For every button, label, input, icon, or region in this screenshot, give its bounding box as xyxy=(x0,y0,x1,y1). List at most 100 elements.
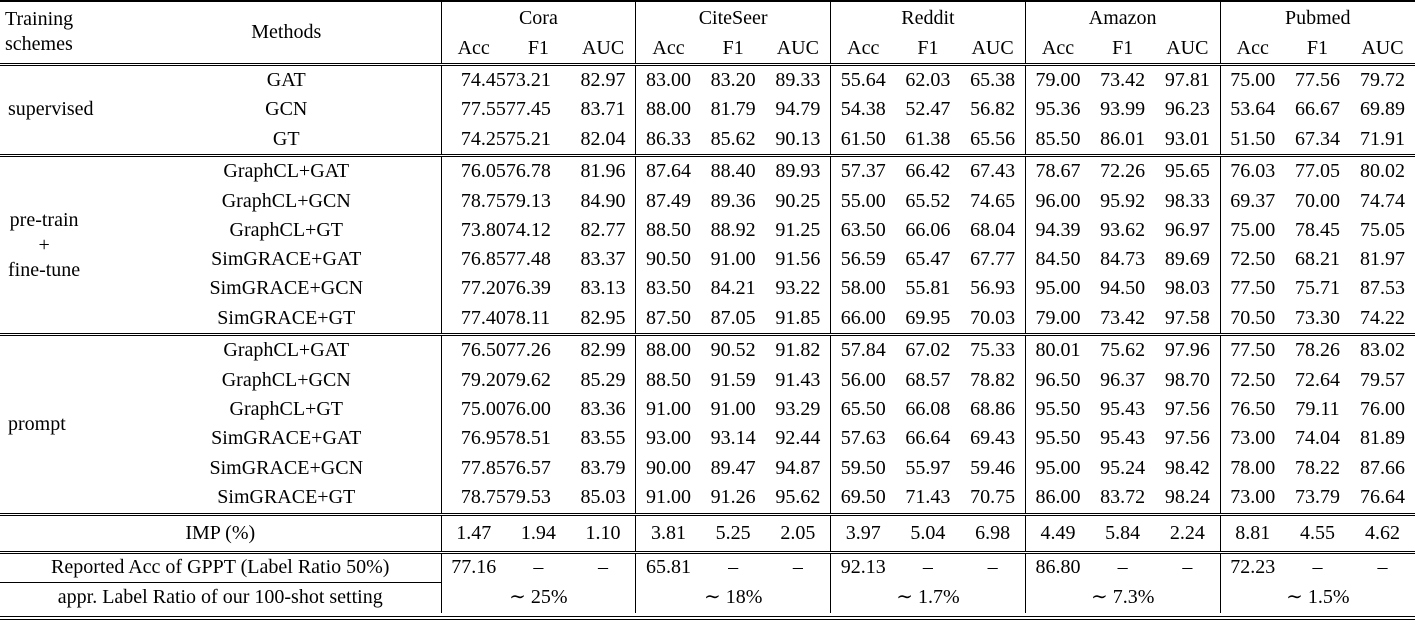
table-header-row: Training schemes Methods Cora CiteSeer Reddit… xyxy=(0,2,1415,55)
table-row: prompt GraphCL+GAT 76.50 77.26 82.99 88.00 90.… xyxy=(0,333,1415,514)
metric-value-cell: 73.42 xyxy=(1090,62,1156,96)
metric-value-cell: 83.37 xyxy=(580,248,626,271)
metric-value-cell: 91.82 xyxy=(765,333,831,366)
metric-value-cell: 85.50 xyxy=(1024,124,1091,156)
metric-value-cell: 79.57 xyxy=(1359,368,1405,391)
metric-value-cell: 74.22 xyxy=(1359,306,1405,329)
metric-value-cell: 77.55 xyxy=(440,95,506,125)
metric-value-cell: 74.65 xyxy=(970,189,1016,212)
metric-value-cell: 82.97 xyxy=(570,62,636,96)
metric-value-cell: 71.43 xyxy=(905,486,951,509)
metric-value-cell: 95.50 xyxy=(1024,424,1091,454)
metric-value-cell: 65.52 xyxy=(905,189,951,212)
metric-value-cell: 98.03 xyxy=(1164,277,1210,300)
metric-value-cell: 97.56 xyxy=(1164,427,1210,450)
metric-value-cell: 73.00 xyxy=(1219,482,1285,514)
metric-value-cell: 69.43 xyxy=(970,427,1016,450)
metric-value-cell: 83.00 xyxy=(635,62,701,96)
table-row: GraphCL+GT 73.80 74.12 82.77 88.50 88.92 91.25… xyxy=(0,215,1415,246)
metric-value-cell: 71.91 xyxy=(1359,127,1405,150)
metric-value-cell: 89.47 xyxy=(710,456,756,479)
metric-value-cell: 79.00 xyxy=(1024,303,1091,335)
metric-value-cell: 77.26 xyxy=(505,333,571,366)
metric-value-cell: 83.02 xyxy=(1349,333,1415,366)
table-row: SimGRACE+GT 77.40 78.11 82.95 87.50 87.05 91.8… xyxy=(0,303,1415,335)
metric-value-cell: 95.43 xyxy=(1100,398,1146,421)
metric-value-cell: 90.52 xyxy=(700,333,766,366)
metric-value-cell: 77.48 xyxy=(505,248,551,271)
metric-value-cell: 66.64 xyxy=(905,427,951,450)
label-ratio-value-cell: ∼ 1.5% xyxy=(1219,582,1415,613)
metric-value-cell: 54.38 xyxy=(830,95,896,125)
metric-value-cell: 68.86 xyxy=(970,398,1016,421)
metric-header: Acc xyxy=(1219,34,1285,64)
metric-value-cell: 55.64 xyxy=(830,62,896,96)
metric-value-cell: 88.00 xyxy=(635,95,701,125)
dataset-header: Cora xyxy=(440,2,636,34)
metric-value-cell: 68.21 xyxy=(1294,248,1340,271)
metric-value-cell: 66.42 xyxy=(895,153,961,187)
metric-value-cell: 75.00 xyxy=(1219,215,1285,246)
metric-value-cell: 57.84 xyxy=(830,333,896,366)
metric-value-cell: 95.92 xyxy=(1100,189,1146,212)
metric-value-cell: 83.71 xyxy=(580,98,626,121)
metric-value-cell: 77.20 xyxy=(440,274,506,304)
metric-value-cell: 77.50 xyxy=(1219,274,1285,304)
metric-value-cell: 78.11 xyxy=(505,306,551,329)
gppt-value-cell: – xyxy=(1155,550,1221,582)
imp-value-cell: 4.62 xyxy=(1349,512,1415,552)
method-cell: GraphCL+GAT xyxy=(132,333,441,366)
gppt-value-cell: 92.13 xyxy=(830,550,896,582)
metric-value-cell: 84.21 xyxy=(710,277,756,300)
metric-value-cell: 56.00 xyxy=(830,365,896,396)
metric-value-cell: 89.93 xyxy=(765,153,831,187)
metric-value-cell: 96.50 xyxy=(1024,365,1091,396)
metric-value-cell: 73.21 xyxy=(505,62,571,96)
metric-value-cell: 55.97 xyxy=(905,456,951,479)
imp-value-cell: 6.98 xyxy=(960,512,1026,552)
metric-value-cell: 89.36 xyxy=(710,189,756,212)
metric-value-cell: 77.50 xyxy=(1219,333,1285,366)
metric-value-cell: 76.00 xyxy=(505,398,551,421)
label-ratio-value-cell: ∼ 18% xyxy=(635,582,831,613)
gppt-label: Reported Acc of GPPT (Label Ratio 50%) xyxy=(0,550,441,583)
metric-value-cell: 75.21 xyxy=(505,127,551,150)
metric-header: F1 xyxy=(1306,36,1328,59)
metric-value-cell: 85.03 xyxy=(580,486,626,509)
metric-value-cell: 87.05 xyxy=(710,306,756,329)
metric-value-cell: 56.93 xyxy=(970,277,1016,300)
metric-header: AUC xyxy=(581,36,625,59)
method-cell: SimGRACE+GT xyxy=(217,486,356,509)
metric-value-cell: 72.50 xyxy=(1219,245,1285,275)
metric-value-cell: 95.00 xyxy=(1024,453,1091,483)
gppt-value-cell: – xyxy=(505,550,571,582)
metric-value-cell: 78.75 xyxy=(440,482,506,514)
metric-value-cell: 67.43 xyxy=(960,153,1026,187)
metric-value-cell: 74.74 xyxy=(1359,189,1405,212)
metric-value-cell: 88.00 xyxy=(635,333,701,366)
metric-value-cell: 91.56 xyxy=(775,248,821,271)
metric-value-cell: 95.65 xyxy=(1155,153,1221,187)
metric-header: Acc xyxy=(1024,34,1091,64)
metric-value-cell: 88.40 xyxy=(700,153,766,187)
metric-value-cell: 82.95 xyxy=(580,306,626,329)
label-ratio-row: appr. Label Ratio of our 100-shot settin… xyxy=(0,582,1415,613)
metric-value-cell: 97.96 xyxy=(1155,333,1221,366)
metric-value-cell: 74.25 xyxy=(440,124,506,156)
metric-value-cell: 88.92 xyxy=(710,218,756,241)
metric-value-cell: 83.36 xyxy=(580,398,626,421)
method-cell: GraphCL+GCN xyxy=(221,368,351,391)
metric-value-cell: 77.05 xyxy=(1284,153,1350,187)
metric-value-cell: 81.97 xyxy=(1359,248,1405,271)
metric-value-cell: 52.47 xyxy=(905,98,951,121)
imp-value-cell: 2.24 xyxy=(1155,512,1221,552)
metric-value-cell: 72.64 xyxy=(1294,368,1340,391)
table-row: GCN 77.55 77.45 83.71 88.00 81.79 94.79 54.38 52… xyxy=(0,95,1415,125)
metric-value-cell: 73.80 xyxy=(440,215,506,246)
improvement-row: IMP (%) 1.47 1.94 1.10 3.81 5.25 2.05 3.97 5.04 6… xyxy=(0,512,1415,552)
metric-value-cell: 97.81 xyxy=(1155,62,1221,96)
metric-header: F1 xyxy=(527,36,549,59)
training-scheme-label: pre-train + fine-tune xyxy=(8,208,80,283)
